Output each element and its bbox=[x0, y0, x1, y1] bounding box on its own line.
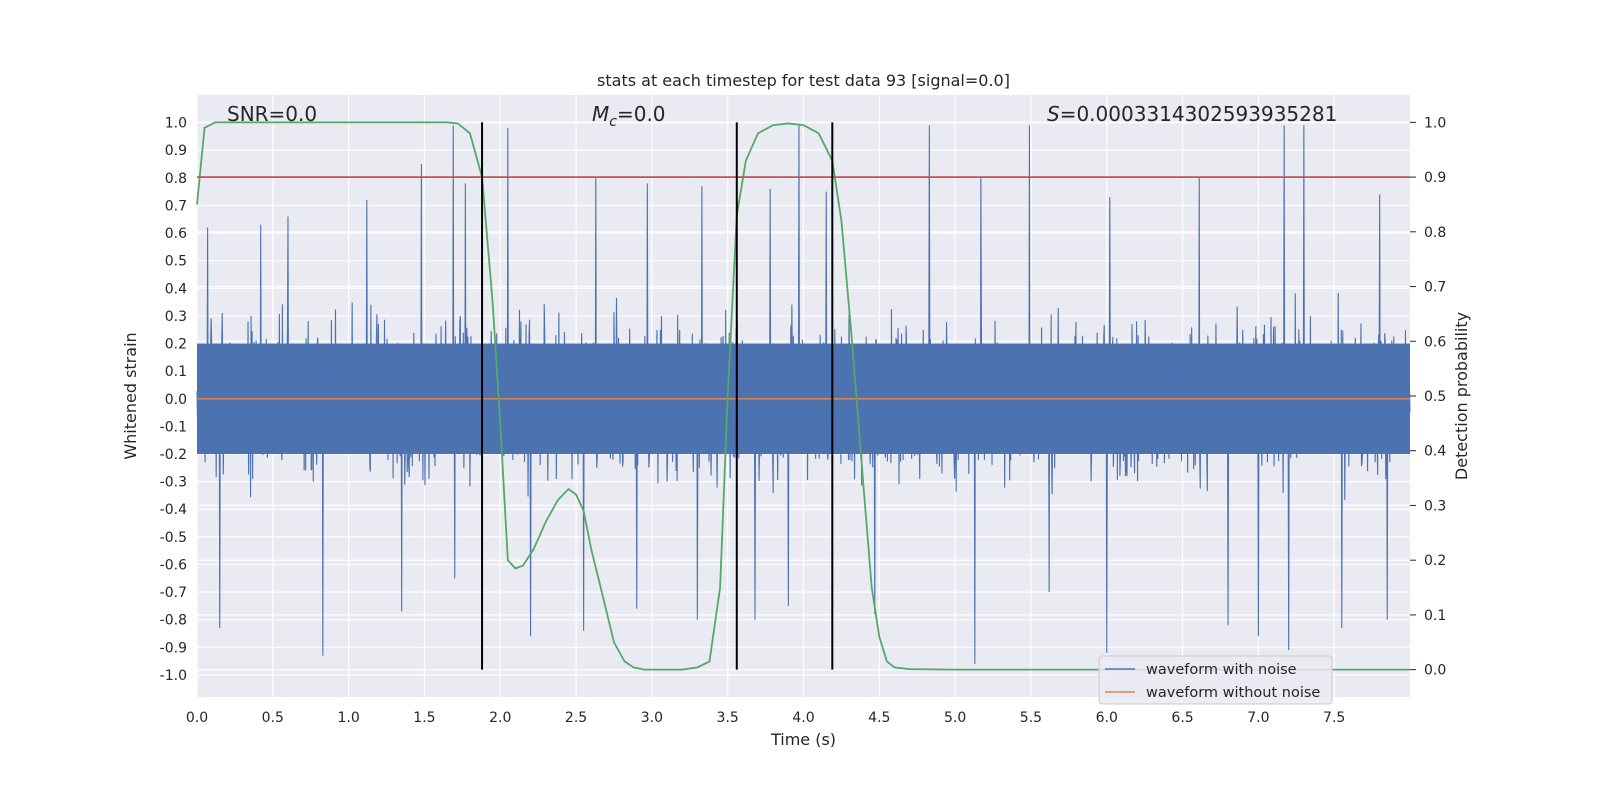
x-tick-label: 3.5 bbox=[717, 710, 739, 726]
left-y-tick-label: 0.9 bbox=[165, 143, 187, 159]
left-y-tick-label: -0.7 bbox=[160, 585, 187, 601]
right-y-tick-label: 0.0 bbox=[1424, 663, 1446, 679]
s-annotation: S=0.0003314302593935281 bbox=[1047, 102, 1337, 126]
left-y-tick-label: 0.4 bbox=[165, 281, 187, 297]
legend-box bbox=[1098, 655, 1333, 705]
left-y-tick-label: 1.0 bbox=[165, 116, 187, 132]
left-y-tick-label: -0.5 bbox=[160, 530, 187, 546]
x-tick-label: 0.0 bbox=[186, 710, 208, 726]
x-tick-label: 3.0 bbox=[641, 710, 663, 726]
left-y-tick-label: -0.6 bbox=[160, 557, 187, 573]
right-y-tick-label: 0.7 bbox=[1424, 280, 1446, 296]
x-tick-label: 5.5 bbox=[1020, 710, 1042, 726]
x-axis-label: Time (s) bbox=[770, 730, 836, 749]
x-tick-label: 6.0 bbox=[1096, 710, 1118, 726]
x-tick-label: 4.5 bbox=[868, 710, 890, 726]
x-tick-label: 0.5 bbox=[262, 710, 284, 726]
x-tick-label: 1.0 bbox=[337, 710, 359, 726]
left-y-tick-label: 0.1 bbox=[165, 364, 187, 380]
s-value: =0.0003314302593935281 bbox=[1060, 102, 1338, 126]
legend: waveform with noise waveform without noi… bbox=[1098, 655, 1333, 705]
left-y-tick-label: -0.8 bbox=[160, 613, 187, 629]
x-tick-label: 5.0 bbox=[944, 710, 966, 726]
left-y-tick-label: -1.0 bbox=[160, 668, 187, 684]
left-y-tick-label: -0.3 bbox=[160, 475, 187, 491]
left-y-axis-label: Whitened strain bbox=[121, 332, 140, 459]
left-y-tick-label: -0.1 bbox=[160, 419, 187, 435]
left-y-tick-label: 0.7 bbox=[165, 198, 187, 214]
line-series bbox=[196, 121, 1410, 671]
chart-title: stats at each timestep for test data 93 … bbox=[597, 71, 1010, 90]
left-y-tick-label: 0.2 bbox=[165, 337, 187, 353]
s-symbol: S bbox=[1047, 102, 1060, 126]
detection-probability-line bbox=[196, 121, 1410, 671]
left-y-tick-label: -0.2 bbox=[160, 447, 187, 463]
right-y-tick-label: 0.3 bbox=[1424, 498, 1446, 514]
right-y-tick-label: 0.1 bbox=[1424, 608, 1446, 624]
x-tick-label: 2.5 bbox=[565, 710, 587, 726]
right-y-tick-label: 0.9 bbox=[1424, 170, 1446, 186]
left-y-tick-label: 0.8 bbox=[165, 171, 187, 187]
left-y-tick-label: 0.3 bbox=[165, 309, 187, 325]
right-y-tick-label: 0.6 bbox=[1424, 334, 1446, 350]
x-tick-label: 1.5 bbox=[413, 710, 435, 726]
left-y-tick-label: 0.0 bbox=[165, 392, 187, 408]
right-y-tick-label: 0.4 bbox=[1424, 444, 1446, 460]
mc-annotation: Mc=0.0 bbox=[592, 102, 666, 130]
mc-value: =0.0 bbox=[617, 102, 666, 126]
mc-subscript: c bbox=[609, 114, 617, 130]
vertical-marker-lines bbox=[481, 122, 834, 670]
left-y-tick-label: -0.9 bbox=[160, 640, 187, 656]
snr-annotation: SNR=0.0 bbox=[227, 102, 317, 126]
right-y-tick-label: 0.5 bbox=[1424, 389, 1446, 405]
left-y-tick-label: 0.5 bbox=[165, 254, 187, 270]
legend-label-clean: waveform without noise bbox=[1146, 685, 1320, 701]
x-tick-label: 2.0 bbox=[489, 710, 511, 726]
x-tick-label: 7.0 bbox=[1247, 710, 1269, 726]
right-y-axis-label: Detection probability bbox=[1452, 312, 1471, 480]
x-tick-label: 7.5 bbox=[1323, 710, 1345, 726]
right-y-tick-label: 0.8 bbox=[1424, 225, 1446, 241]
x-tick-label: 4.0 bbox=[792, 710, 814, 726]
noisy-waveform-line bbox=[196, 125, 1411, 664]
x-tick-label: 6.5 bbox=[1171, 710, 1193, 726]
legend-label-noisy: waveform with noise bbox=[1146, 662, 1297, 678]
axis-ticks: 0.0 0.5 1.0 1.5 2.0 2.5 3.0 3.5 4.0 4.5 5.0 5.5 6.0 6… bbox=[160, 115, 1447, 726]
mc-symbol: M bbox=[592, 102, 609, 126]
right-y-tick-label: 1.0 bbox=[1424, 115, 1446, 131]
left-y-tick-label: 0.6 bbox=[165, 226, 187, 242]
right-y-tick-label: 0.2 bbox=[1424, 553, 1446, 569]
left-y-tick-label: -0.4 bbox=[160, 502, 187, 518]
